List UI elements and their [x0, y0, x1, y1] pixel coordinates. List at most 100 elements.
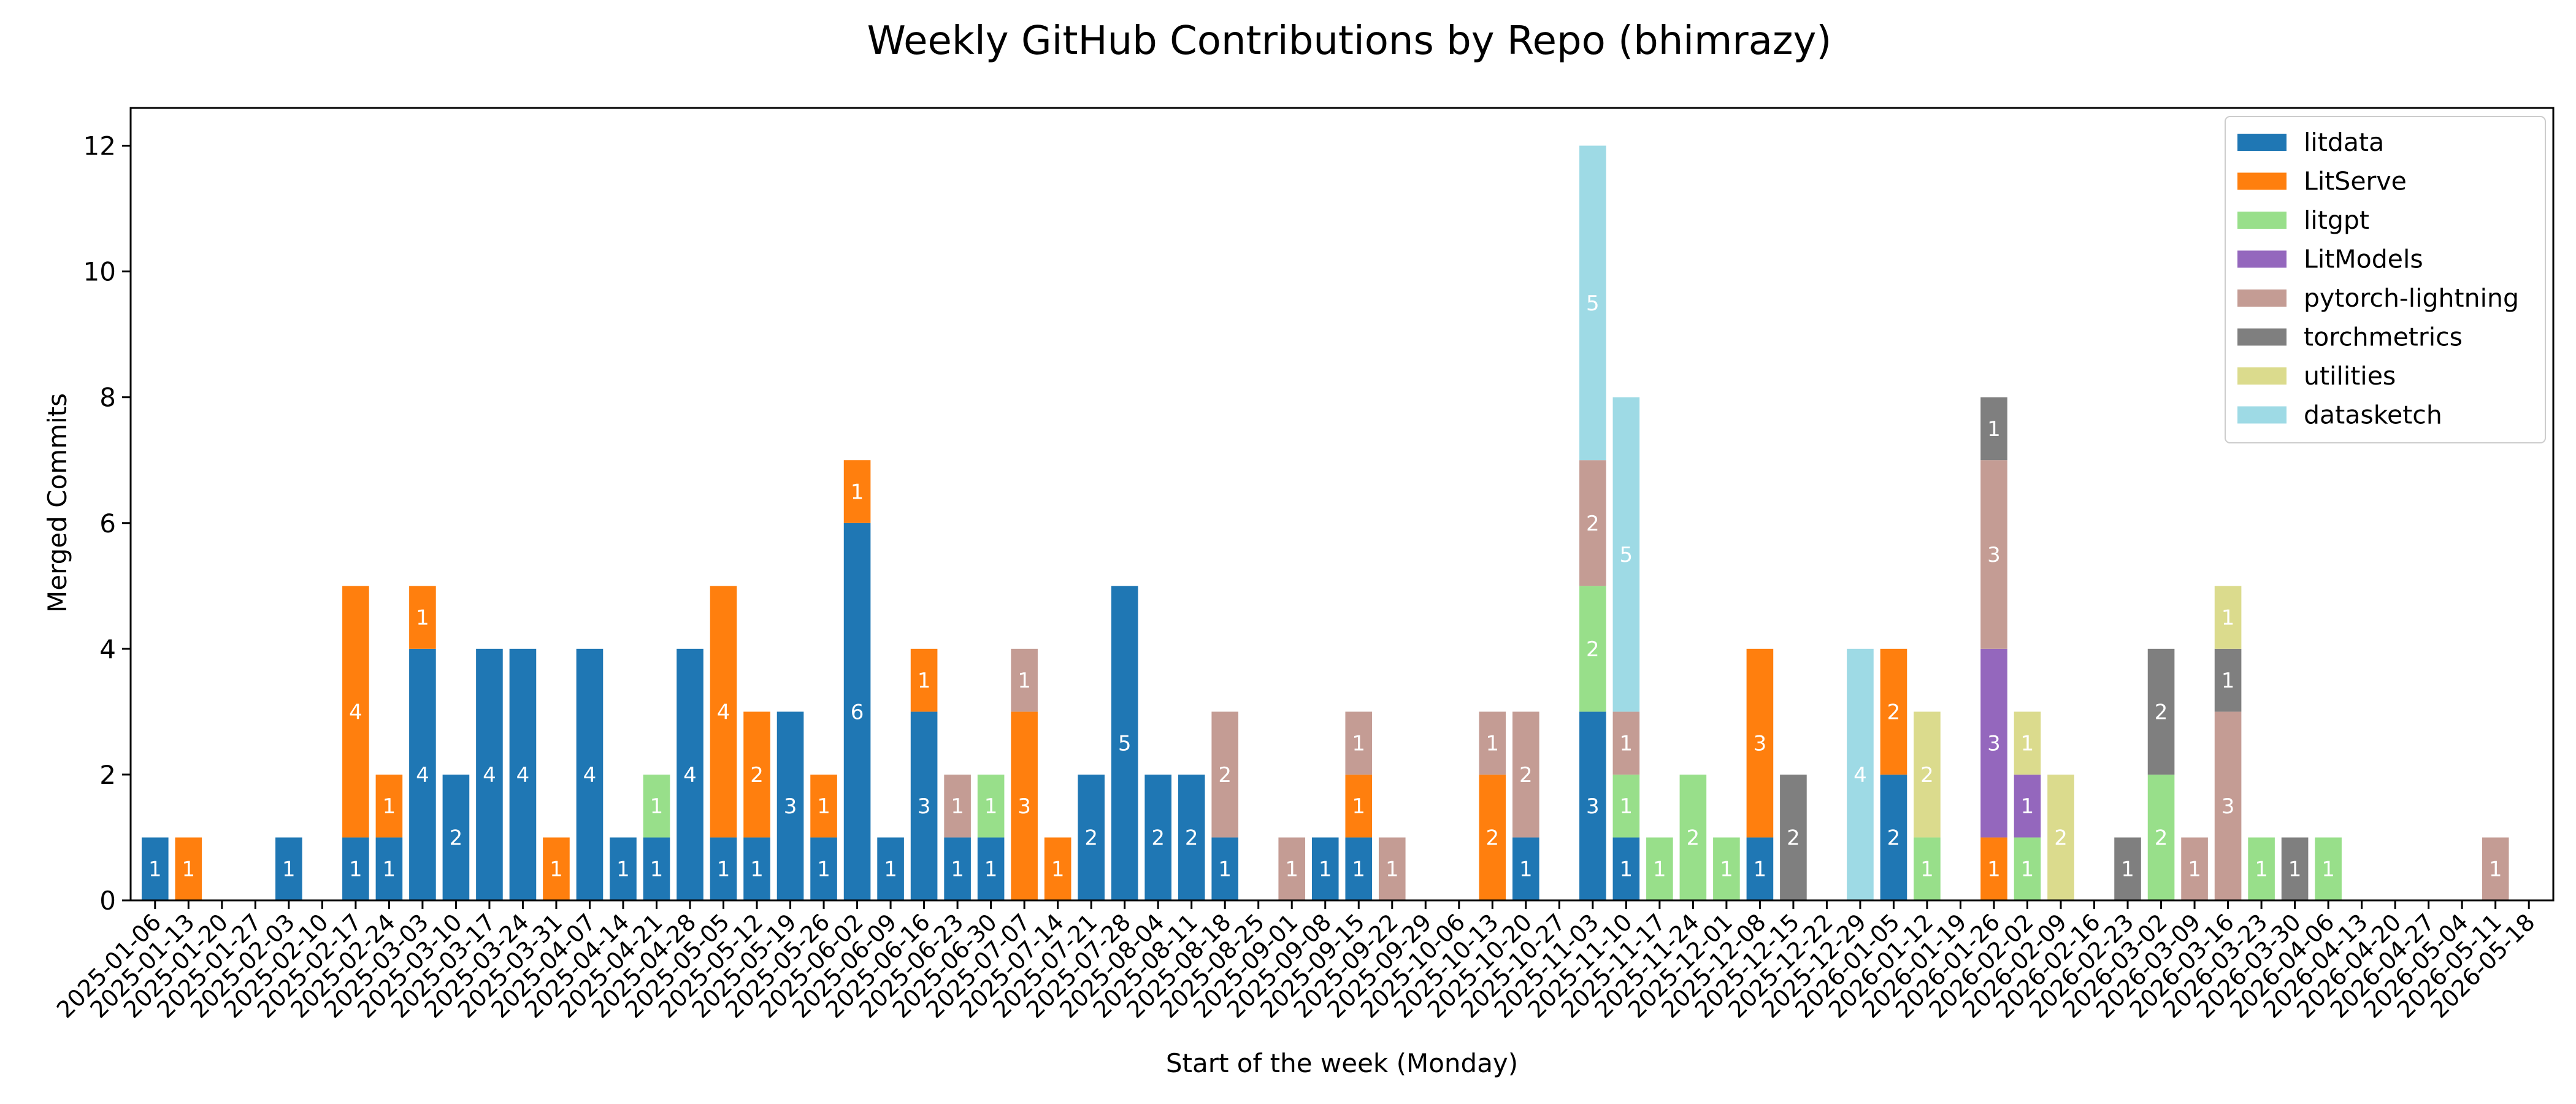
bar-datasketch-2025-11-03 [1579, 145, 1606, 461]
bar-label-utilities-2026-01-12: 2 [1920, 763, 1934, 788]
bar-pytorch-lightning-2025-11-10 [1612, 711, 1640, 775]
bar-label-utilities-2026-02-09: 2 [2054, 826, 2068, 850]
bar-utilities-2026-02-09 [2047, 774, 2074, 900]
bar-label-pytorch-lightning-2025-11-10: 1 [1620, 732, 1633, 756]
bar-label-LitServe-2025-05-12: 2 [750, 763, 764, 788]
bar-label-LitServe-2026-01-26: 1 [1987, 857, 2001, 882]
bar-litdata-2025-02-17 [342, 837, 369, 900]
legend-swatch-utilities [2237, 367, 2287, 385]
bar-litgpt-2025-11-10 [1612, 774, 1640, 838]
bar-torchmetrics-2025-12-15 [1780, 774, 1807, 900]
bar-litdata-2025-04-14 [610, 837, 637, 900]
bar-litdata-2025-03-24 [509, 648, 537, 900]
bar-label-litdata-2025-06-30: 1 [984, 857, 998, 882]
bar-label-litdata-2025-03-10: 2 [450, 826, 463, 850]
bar-datasketch-2025-12-29 [1847, 648, 1874, 900]
bar-litgpt-2026-03-02 [2147, 774, 2175, 900]
bar-label-litdata-2025-05-05: 1 [717, 857, 730, 882]
bar-label-LitServe-2025-05-26: 1 [817, 794, 830, 819]
bar-label-litgpt-2025-12-01: 1 [1720, 857, 1733, 882]
y-tick-label: 10 [83, 257, 116, 287]
bar-label-pytorch-lightning-2025-11-03: 2 [1586, 512, 1600, 536]
bar-label-litgpt-2025-11-03: 2 [1586, 637, 1600, 662]
bar-utilities-2026-02-02 [2014, 711, 2041, 775]
bar-litgpt-2026-01-12 [1914, 837, 1941, 900]
bar-label-litdata-2025-05-12: 1 [750, 857, 764, 882]
bar-litdata-2025-06-16 [910, 711, 938, 900]
chart-title: Weekly GitHub Contributions by Repo (bhi… [867, 18, 1832, 64]
bar-label-litdata-2025-10-20: 1 [1519, 857, 1533, 882]
bar-label-litdata-2025-08-04: 2 [1151, 826, 1165, 850]
bar-litdata-2025-07-21 [1078, 774, 1105, 900]
bar-label-litgpt-2025-06-30: 1 [984, 794, 998, 819]
bar-label-LitServe-2025-03-03: 1 [416, 606, 429, 631]
bar-pytorch-lightning-2025-08-18 [1211, 711, 1239, 838]
bar-pytorch-lightning-2026-01-26 [1980, 460, 2007, 649]
bar-label-torchmetrics-2026-01-26: 1 [1987, 417, 2001, 442]
bar-label-litdata-2025-03-17: 4 [483, 763, 496, 788]
bar-label-litdata-2025-06-16: 3 [918, 794, 931, 819]
axes-frame [129, 107, 2555, 902]
bar-label-litdata-2025-09-08: 1 [1319, 857, 1332, 882]
bar-pytorch-lightning-2025-10-13 [1479, 711, 1506, 775]
bar-label-litdata-2025-02-03: 1 [282, 857, 296, 882]
bar-LitServe-2025-03-31 [543, 837, 570, 900]
bar-LitServe-2025-03-03 [409, 586, 436, 649]
bar-litdata-2025-02-24 [375, 837, 403, 900]
bar-label-torchmetrics-2026-03-02: 2 [2155, 700, 2168, 724]
bar-litdata-2025-05-19 [776, 711, 804, 900]
bar-litdata-2025-06-02 [843, 523, 871, 900]
bar-label-pytorch-lightning-2025-07-07: 1 [1018, 669, 1031, 693]
bar-litgpt-2025-11-24 [1679, 774, 1707, 900]
bar-LitServe-2026-01-26 [1980, 837, 2007, 900]
bar-pytorch-lightning-2026-03-16 [2214, 711, 2242, 900]
bar-label-pytorch-lightning-2025-10-13: 1 [1485, 732, 1499, 756]
bar-litdata-2025-12-08 [1746, 837, 1774, 900]
bar-pytorch-lightning-2025-10-20 [1512, 711, 1539, 838]
bar-label-LitServe-2025-02-17: 4 [349, 700, 362, 724]
bar-label-LitServe-2025-06-16: 1 [918, 669, 931, 693]
bar-label-litdata-2025-04-14: 1 [616, 857, 630, 882]
bar-litdata-2025-10-20 [1512, 837, 1539, 900]
bar-label-torchmetrics-2025-12-15: 2 [1787, 826, 1800, 850]
bar-label-litdata-2025-01-06: 1 [148, 857, 162, 882]
bar-pytorch-lightning-2025-11-03 [1579, 460, 1606, 586]
y-axis-label: Merged Commits [42, 393, 72, 613]
bar-label-litgpt-2025-11-24: 2 [1687, 826, 1700, 850]
legend-swatch-LitServe [2237, 172, 2287, 190]
bar-LitServe-2025-06-16 [910, 648, 938, 712]
bar-litgpt-2025-11-03 [1579, 586, 1606, 712]
bar-label-litdata-2025-08-18: 1 [1218, 857, 1232, 882]
bar-pytorch-lightning-2025-06-23 [944, 774, 971, 838]
bar-torchmetrics-2026-03-02 [2147, 648, 2175, 775]
legend-label-datasketch: datasketch [2304, 401, 2442, 430]
legend-label-litdata: litdata [2304, 128, 2384, 157]
bar-LitServe-2025-05-12 [743, 711, 770, 838]
bar-label-LitServe-2025-05-05: 4 [717, 700, 730, 724]
bar-litdata-2025-04-21 [643, 837, 670, 900]
bar-label-litdata-2025-07-21: 2 [1084, 826, 1098, 850]
bar-label-LitServe-2025-12-08: 3 [1754, 732, 1767, 756]
bar-litgpt-2025-12-01 [1713, 837, 1740, 900]
bar-litdata-2025-06-23 [944, 837, 971, 900]
bar-litdata-2025-08-11 [1178, 774, 1205, 900]
bar-LitServe-2025-07-07 [1011, 711, 1038, 900]
bar-label-litgpt-2026-01-12: 1 [1920, 857, 1934, 882]
bar-label-litdata-2025-02-24: 1 [383, 857, 396, 882]
bar-litdata-2025-05-12 [743, 837, 770, 900]
bar-LitServe-2026-01-05 [1880, 648, 1907, 775]
bar-label-datasketch-2025-11-10: 5 [1620, 543, 1633, 567]
bar-LitServe-2025-02-17 [342, 586, 369, 838]
bar-label-litdata-2025-11-03: 3 [1586, 794, 1600, 819]
bar-litdata-2025-03-03 [409, 648, 436, 900]
bar-label-litdata-2025-05-19: 3 [784, 794, 797, 819]
bar-label-litdata-2025-04-21: 1 [650, 857, 664, 882]
bar-litdata-2025-06-30 [977, 837, 1005, 900]
bar-LitServe-2025-12-08 [1746, 648, 1774, 838]
bar-label-pytorch-lightning-2025-09-01: 1 [1285, 857, 1298, 882]
bar-label-LitServe-2025-07-07: 3 [1018, 794, 1031, 819]
bar-label-litdata-2025-07-28: 5 [1118, 732, 1132, 756]
bar-LitServe-2025-05-05 [710, 586, 737, 838]
bar-pytorch-lightning-2025-09-01 [1278, 837, 1306, 900]
